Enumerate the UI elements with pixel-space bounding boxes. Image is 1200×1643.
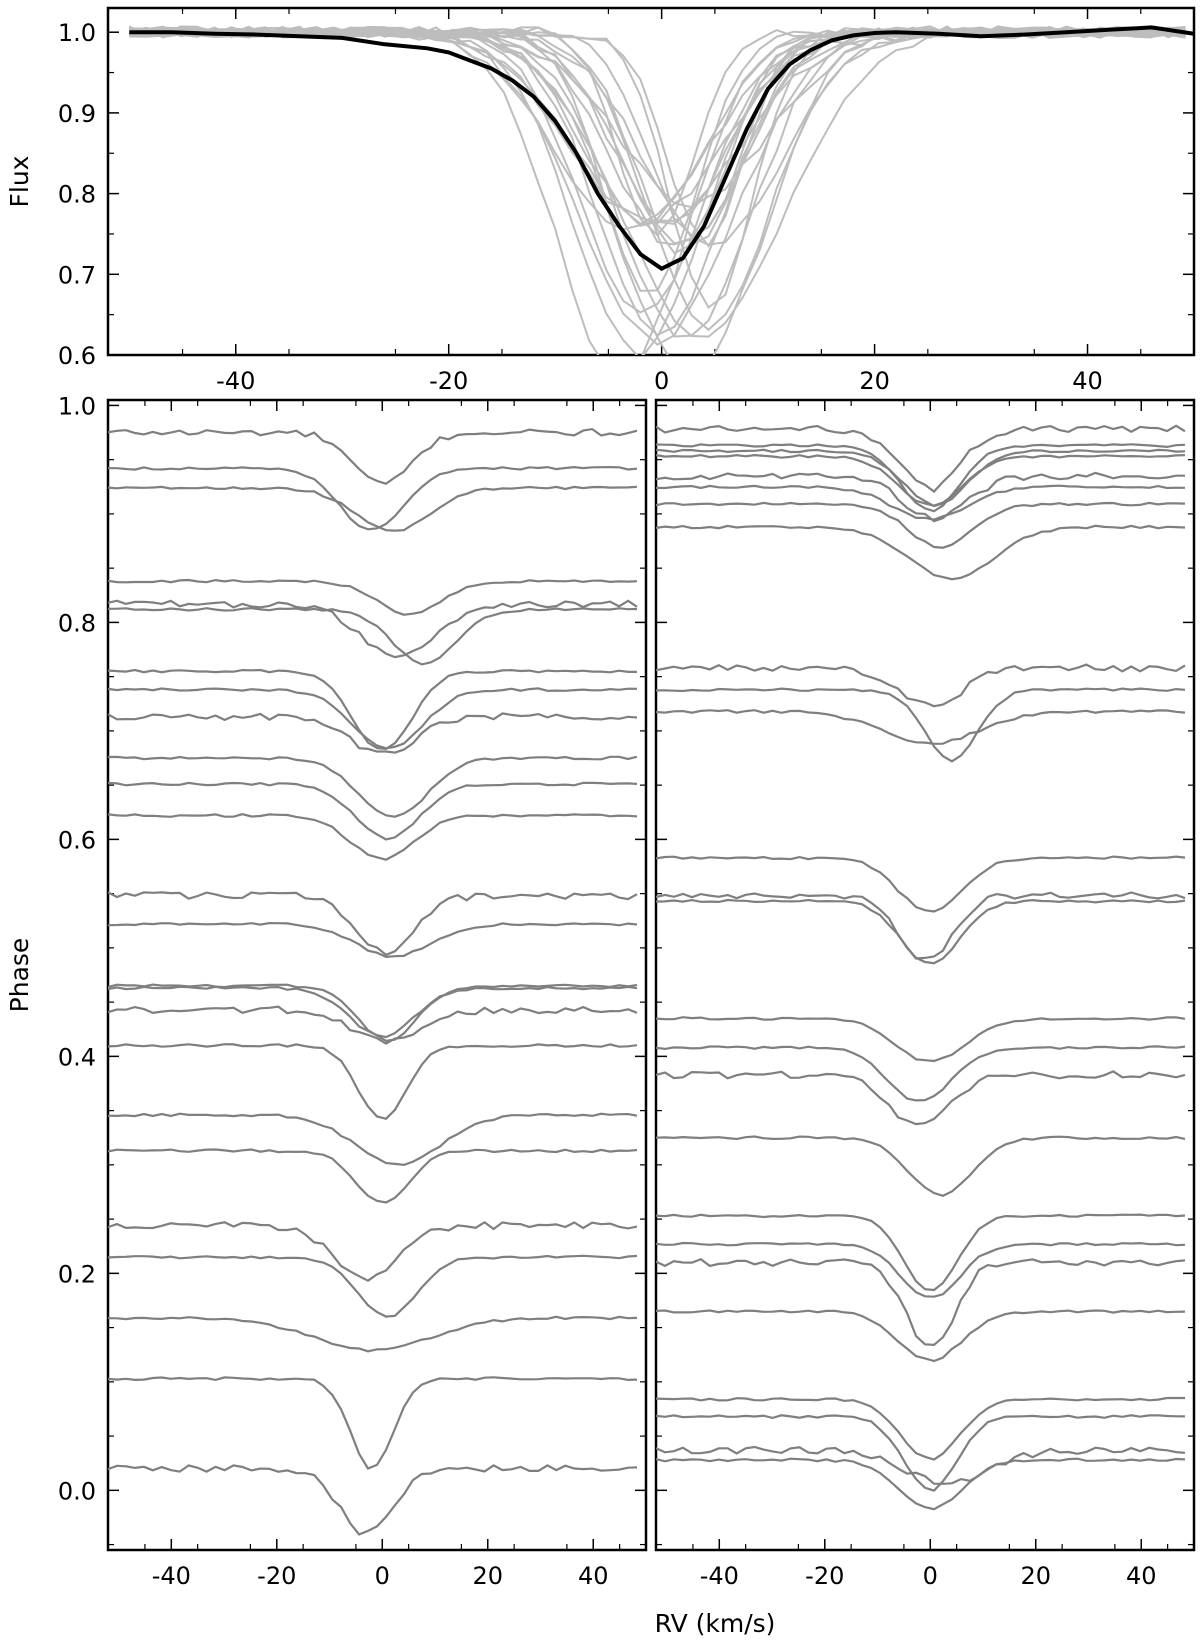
phase-profile-line xyxy=(656,1016,1186,1063)
phase-profile-line xyxy=(108,1043,638,1121)
x-tick-label: -40 xyxy=(152,1562,191,1590)
phase-profile-line xyxy=(108,1315,638,1353)
phase-profile-line xyxy=(108,712,638,754)
phase-profiles-group xyxy=(108,427,638,1536)
phase-profile-line xyxy=(108,465,638,531)
phase-profile-line xyxy=(108,1005,638,1045)
phase-profile-line xyxy=(656,1257,1186,1347)
x-tick-label: -40 xyxy=(216,367,255,395)
phase-profile-line xyxy=(656,891,1186,960)
phase-profile-line xyxy=(656,687,1186,763)
phase-profile-line xyxy=(656,1309,1186,1363)
phase-profile-line xyxy=(656,663,1186,708)
phase-profile-line xyxy=(108,1220,638,1282)
bottom-right-panel-phase-profiles: -40 -20 0 20 40 xyxy=(654,398,1196,1590)
y-axis-title: Flux xyxy=(5,156,34,208)
phase-profile-line xyxy=(108,599,638,659)
phase-profile-line xyxy=(656,471,1185,523)
phase-profile-line xyxy=(108,1112,638,1167)
phase-profile-line xyxy=(108,1464,638,1536)
y-tick-label: 0.6 xyxy=(58,342,96,370)
phase-profile-line xyxy=(656,709,1186,745)
phase-profile-line xyxy=(108,781,638,841)
x-tick-label: 20 xyxy=(859,367,890,395)
phase-profile-line xyxy=(656,1414,1186,1492)
y-tick-label: 0.0 xyxy=(58,1477,96,1505)
phase-profile-line xyxy=(108,687,638,750)
phase-profile-line xyxy=(656,855,1186,913)
x-tick-label: 0 xyxy=(375,1562,390,1590)
phase-profile-line xyxy=(108,1254,638,1318)
y-tick-label: 0.7 xyxy=(58,261,96,289)
phase-profile-line xyxy=(656,501,1186,549)
phase-profile-line xyxy=(108,606,638,666)
phase-profile-line xyxy=(656,1457,1186,1511)
phase-profile-line xyxy=(656,424,1186,494)
phase-profile-line xyxy=(656,484,1186,521)
phase-profile-line xyxy=(656,1213,1186,1292)
phase-profiles-group xyxy=(656,424,1186,1511)
y-tick-label: 0.6 xyxy=(58,826,96,854)
x-tick-label: -40 xyxy=(700,1562,739,1590)
x-tick-label: 0 xyxy=(654,367,669,395)
phase-profile-line xyxy=(108,578,638,616)
phase-profile-line xyxy=(656,1396,1185,1461)
phase-profile-line xyxy=(108,921,638,959)
phase-profile-line xyxy=(656,1135,1186,1197)
x-tick-label: -20 xyxy=(429,367,468,395)
top-panel-flux-profiles: -40 -20 0 20 40 0.6 0.7 0.8 0.9 1.0 Flux xyxy=(5,6,1196,395)
phase-profile-line xyxy=(656,1445,1186,1485)
x-tick-label: -20 xyxy=(805,1562,844,1590)
x-axis-title: RV (km/s) xyxy=(655,1609,776,1638)
plot-frame xyxy=(654,398,1196,1552)
phase-profile-line xyxy=(656,448,1186,508)
bottom-left-panel-phase-profiles: -40 -20 0 20 40 0.0 0.2 0.4 0.6 0.8 1.0 Phase xyxy=(5,392,648,1590)
phase-profile-line xyxy=(108,985,638,1039)
phase-profile-line xyxy=(656,524,1186,581)
x-tick-label: -20 xyxy=(257,1562,296,1590)
phase-profile-line xyxy=(108,755,638,818)
y-tick-label: 1.0 xyxy=(58,392,96,420)
x-tick-label: 40 xyxy=(1126,1562,1157,1590)
y-tick-label: 0.4 xyxy=(58,1043,96,1071)
phase-profile-line xyxy=(656,443,1186,513)
individual-profile-line xyxy=(128,26,1186,231)
phase-profile-line xyxy=(656,1070,1186,1126)
phase-profile-line xyxy=(108,1148,638,1204)
y-tick-label: 0.9 xyxy=(58,100,96,128)
phase-profile-line xyxy=(656,1241,1186,1298)
phase-profile-line xyxy=(656,1045,1186,1102)
phase-profile-line xyxy=(108,427,638,486)
x-tick-label: 20 xyxy=(1020,1562,1051,1590)
phase-profile-line xyxy=(108,668,637,751)
x-tick-label: 40 xyxy=(1072,367,1103,395)
phase-profile-line xyxy=(108,813,638,861)
x-tick-label: 20 xyxy=(472,1562,503,1590)
phase-profile-line xyxy=(656,898,1186,965)
plot-frame xyxy=(106,6,1196,357)
plot-frame xyxy=(106,398,648,1552)
mean-profile-line xyxy=(129,25,1194,272)
x-tick-label: 40 xyxy=(578,1562,609,1590)
y-tick-label: 0.8 xyxy=(58,609,96,637)
y-tick-label: 0.8 xyxy=(58,181,96,209)
y-tick-label: 0.2 xyxy=(58,1260,96,1288)
phase-profile-line xyxy=(108,485,638,532)
y-axis-title: Phase xyxy=(5,938,34,1013)
x-tick-label: 0 xyxy=(923,1562,938,1590)
phase-profile-line xyxy=(656,453,1186,507)
phase-profile-line xyxy=(108,1376,638,1470)
y-tick-label: 1.0 xyxy=(58,19,96,47)
phase-profile-line xyxy=(108,891,638,957)
